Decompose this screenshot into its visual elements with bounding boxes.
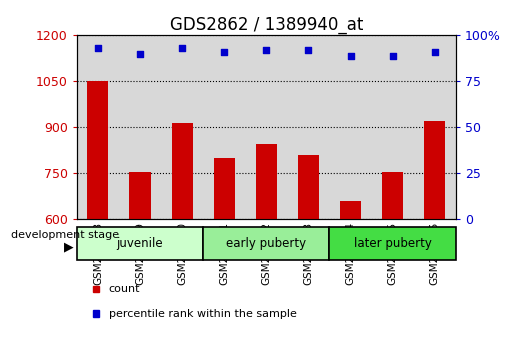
Bar: [340, 201, 361, 219]
Point: [262, 47, 271, 53]
Point: [388, 53, 397, 58]
Bar: [382, 172, 403, 219]
Bar: [87, 81, 109, 219]
Bar: [214, 158, 235, 219]
Bar: [129, 172, 151, 219]
Text: development stage: development stage: [11, 229, 119, 240]
Bar: [256, 144, 277, 219]
Bar: [424, 121, 445, 219]
Point: [178, 45, 187, 51]
Text: percentile rank within the sample: percentile rank within the sample: [109, 309, 296, 319]
Text: count: count: [109, 284, 140, 294]
Point: [220, 49, 228, 55]
Bar: [298, 155, 319, 219]
Point: [304, 47, 313, 53]
Point: [136, 51, 144, 57]
Point: [346, 53, 355, 58]
Title: GDS2862 / 1389940_at: GDS2862 / 1389940_at: [170, 16, 363, 34]
Bar: [172, 123, 192, 219]
Text: early puberty: early puberty: [226, 237, 306, 250]
Text: later puberty: later puberty: [354, 237, 431, 250]
Point: [94, 45, 102, 51]
Text: juvenile: juvenile: [117, 237, 163, 250]
Text: ▶: ▶: [64, 240, 74, 253]
Point: [430, 49, 439, 55]
